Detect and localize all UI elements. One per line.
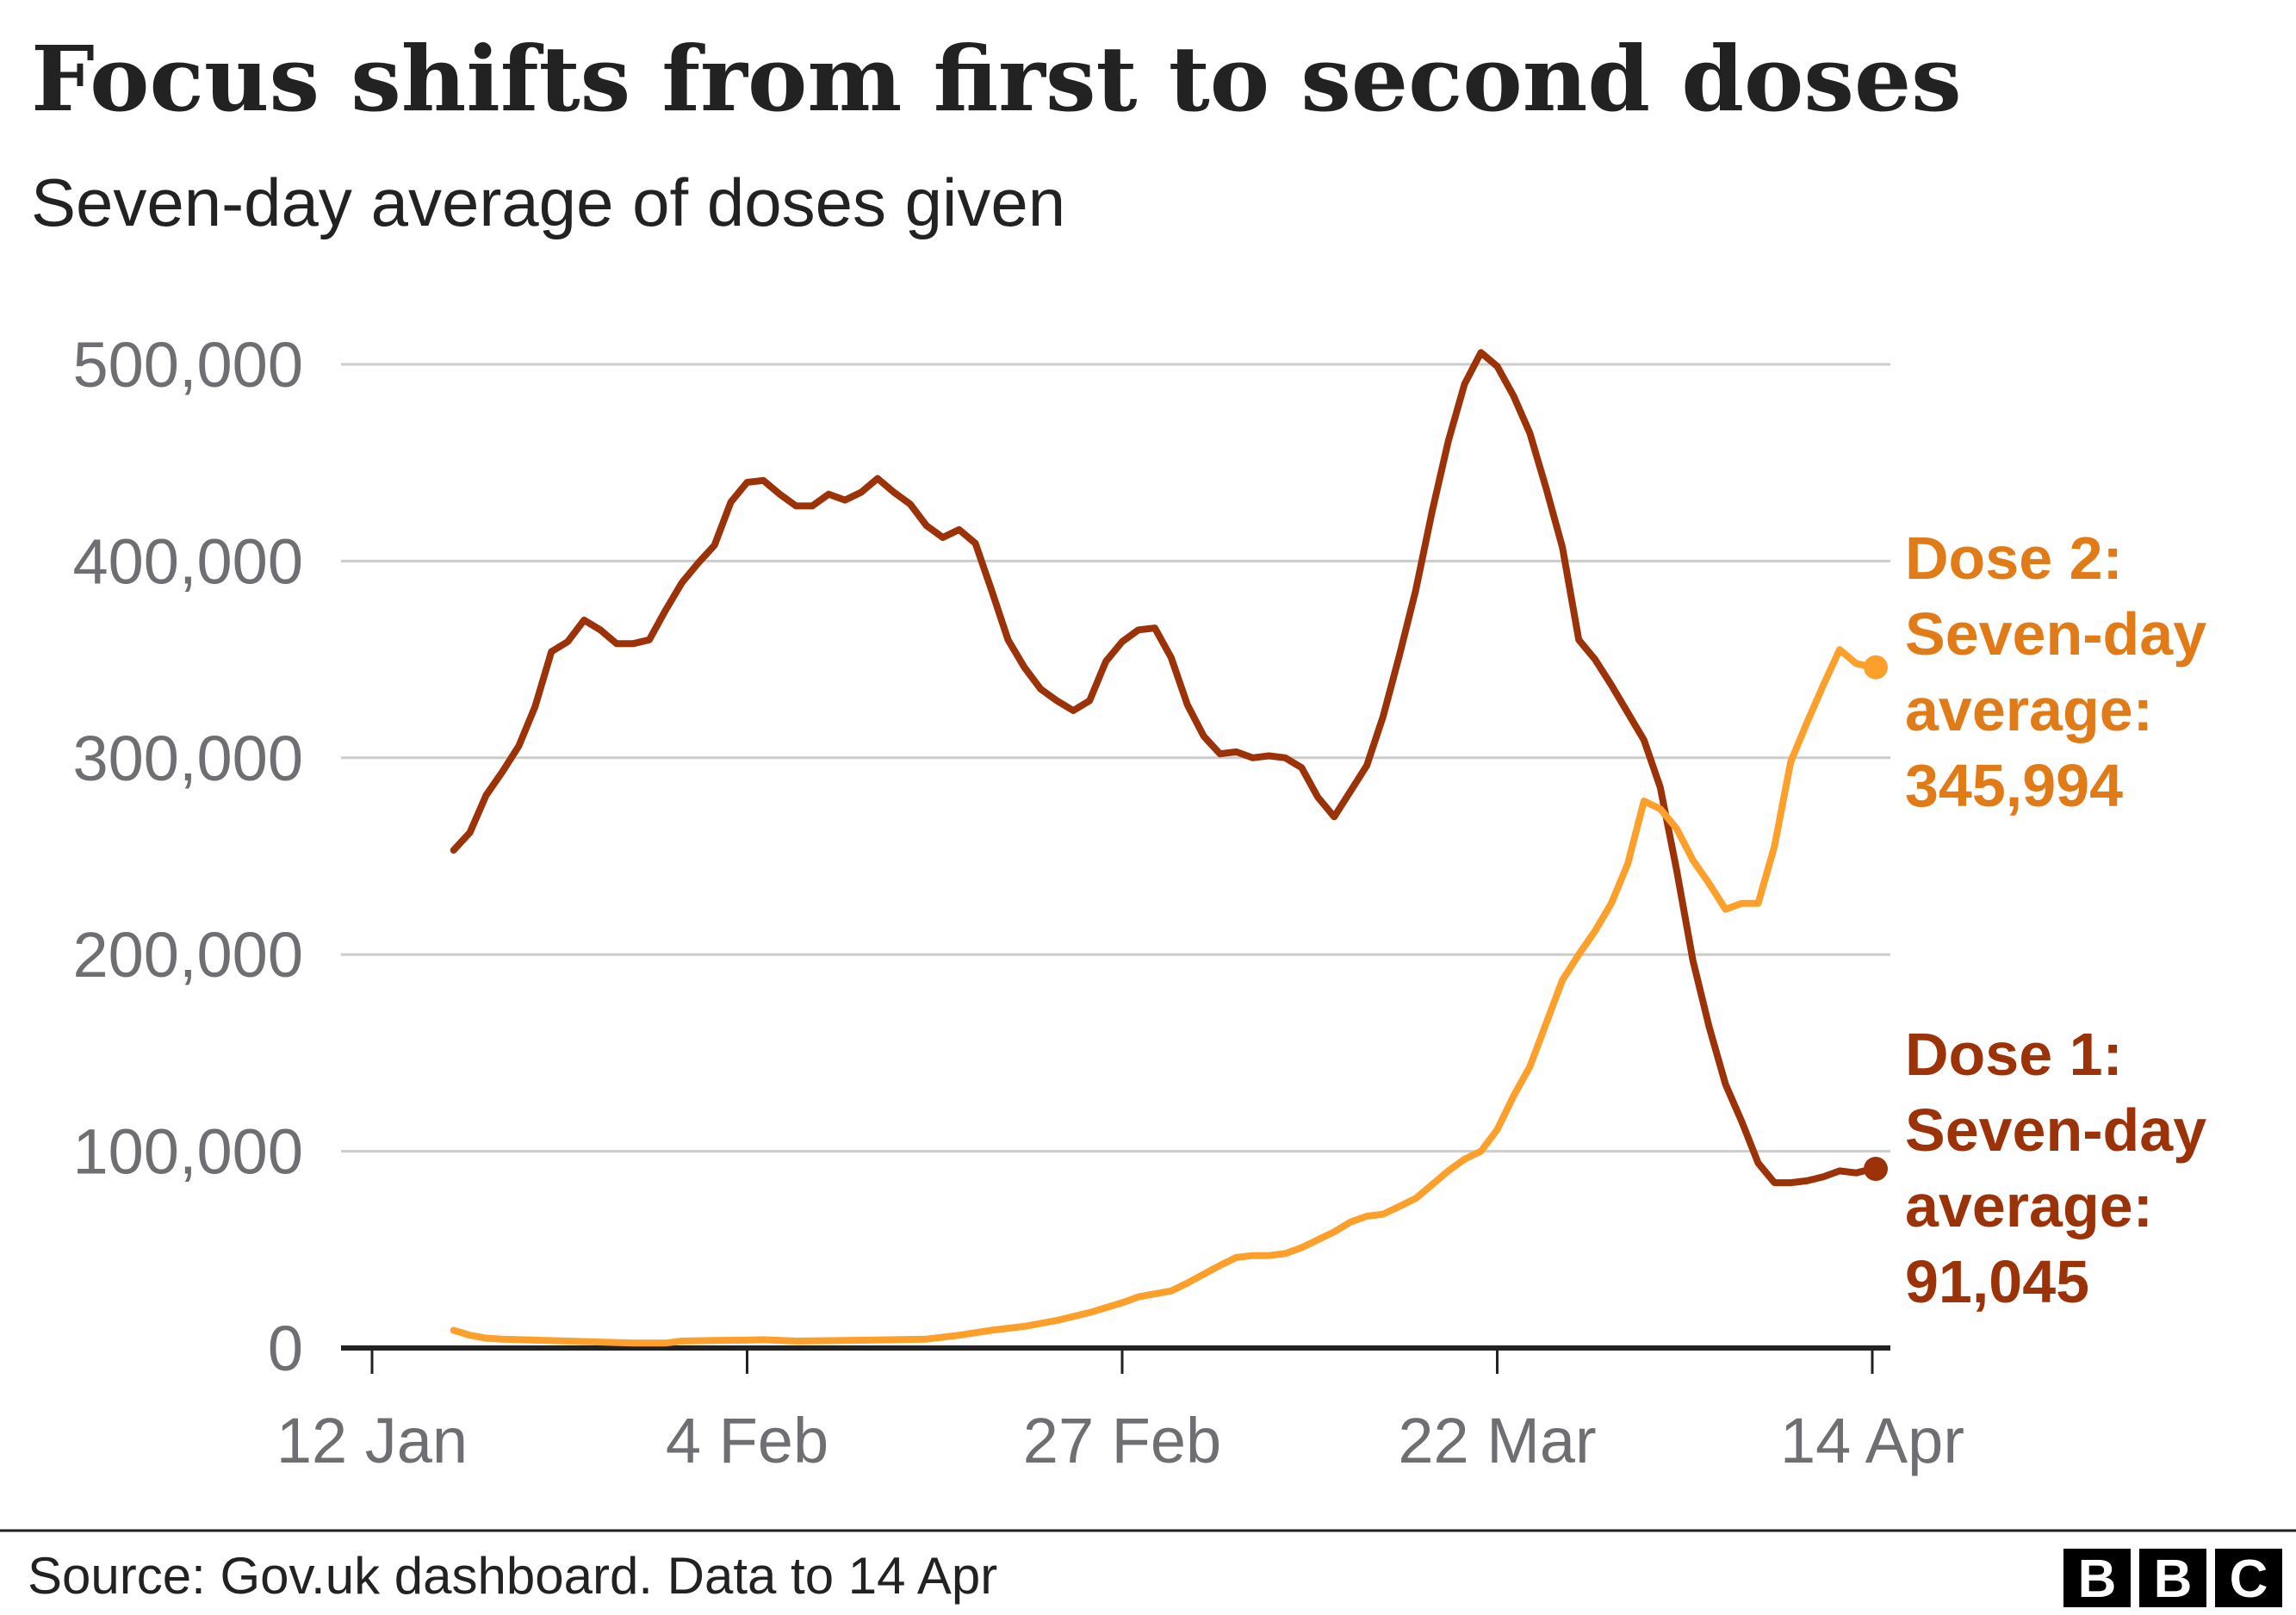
bbc-logo-letter-3: C bbox=[2230, 1550, 2268, 1609]
dose-2-end-label-line: Seven-day bbox=[1905, 600, 2206, 668]
chart-subtitle: Seven-day average of doses given bbox=[31, 165, 1065, 240]
dose-1-end-label: Dose 1: Seven-day average: 91,045 bbox=[1905, 1021, 2206, 1315]
bbc-logo-box-3 bbox=[2215, 1549, 2282, 1607]
series-lines bbox=[450, 349, 1888, 1347]
x-tick-label: 12 Jan bbox=[276, 1405, 468, 1476]
bbc-logo-box-2 bbox=[2139, 1549, 2206, 1607]
dose-2-end-label-line: average: bbox=[1905, 676, 2153, 743]
x-tick-label: 4 Feb bbox=[666, 1405, 828, 1476]
y-tick-label: 300,000 bbox=[73, 723, 304, 794]
bbc-logo: B B C bbox=[2063, 1549, 2282, 1609]
dose-1-line bbox=[450, 349, 1876, 1187]
chart-title: Focus shifts from first to second doses bbox=[31, 26, 1962, 132]
x-tick-label: 27 Feb bbox=[1023, 1405, 1221, 1476]
y-tick-label: 0 bbox=[268, 1313, 303, 1384]
dose-2-end-label: Dose 2: Seven-day average: 345,994 bbox=[1905, 525, 2206, 819]
dose-2-line bbox=[450, 646, 1876, 1347]
y-tick-label: 100,000 bbox=[73, 1116, 304, 1188]
bbc-logo-letter-1: B bbox=[2078, 1550, 2117, 1609]
y-tick-label: 200,000 bbox=[73, 919, 304, 991]
dose-2-end-label-line: 345,994 bbox=[1905, 752, 2123, 819]
dose-2-end-point bbox=[1864, 655, 1888, 680]
x-axis-ticks: 12 Jan 4 Feb 27 Feb 22 Mar 14 Apr bbox=[276, 1345, 1964, 1476]
y-tick-label: 400,000 bbox=[73, 525, 304, 597]
dose-1-end-label-line: Seven-day bbox=[1905, 1096, 2206, 1164]
dose-1-end-point bbox=[1864, 1157, 1888, 1182]
y-axis-ticks: 0 100,000 200,000 300,000 400,000 500,000 bbox=[73, 329, 304, 1384]
y-tick-label: 500,000 bbox=[73, 329, 304, 401]
dose-1-end-label-line: Dose 1: bbox=[1905, 1021, 2123, 1088]
source-note: Source: Gov.uk dashboard. Data to 14 Apr bbox=[28, 1547, 997, 1605]
dose-1-end-label-line: average: bbox=[1905, 1172, 2153, 1239]
grid-layer bbox=[341, 363, 1890, 1153]
bbc-logo-letter-2: B bbox=[2154, 1550, 2193, 1609]
x-tick-label: 22 Mar bbox=[1398, 1405, 1596, 1476]
dose-2-end-label-line: Dose 2: bbox=[1905, 525, 2123, 592]
dose-1-end-label-line: 91,045 bbox=[1905, 1248, 2089, 1315]
x-tick-label: 14 Apr bbox=[1780, 1405, 1964, 1476]
series-end-labels: Dose 1: Seven-day average: 91,045 Dose 2: Sev… bbox=[1905, 525, 2206, 1315]
bbc-logo-box-1 bbox=[2063, 1549, 2131, 1607]
